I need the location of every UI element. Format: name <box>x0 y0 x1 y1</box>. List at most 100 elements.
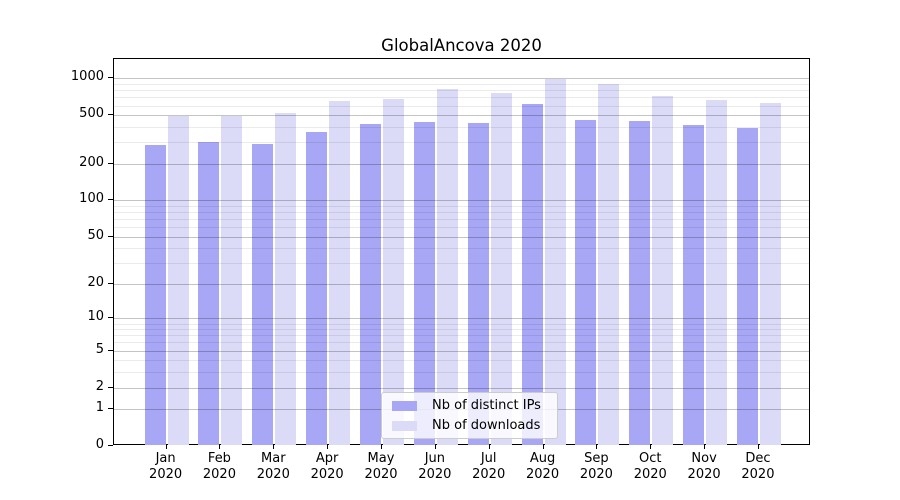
bars-layer <box>114 59 809 445</box>
y-tick-label: 100 <box>79 191 104 207</box>
x-tick-label: Nov 2020 <box>687 451 721 482</box>
bar-downloads-jun <box>436 89 458 445</box>
x-tick-mark <box>165 445 167 449</box>
bar-downloads-dec <box>759 102 781 445</box>
minor-gridline <box>114 372 809 374</box>
y-tick-label: 500 <box>79 106 104 122</box>
x-tick-label: May 2020 <box>364 451 398 482</box>
x-tick-label: Jul 2020 <box>472 451 506 482</box>
legend-swatch-downloads-icon <box>392 420 417 431</box>
y-tick-label: 10 <box>87 309 104 325</box>
legend-item-downloads: Nb of downloads <box>388 416 551 436</box>
bar-distinct-ips-jun <box>413 121 435 445</box>
x-tick-label: Feb 2020 <box>202 451 236 482</box>
legend-swatch-distinct-ips-icon <box>392 400 417 411</box>
bar-distinct-ips-jan <box>144 145 166 445</box>
minor-gridline <box>114 90 809 92</box>
y-tick-mark <box>108 445 113 446</box>
bar-downloads-jan <box>167 116 189 445</box>
minor-gridline <box>114 227 809 229</box>
bar-downloads-feb <box>221 116 243 445</box>
major-gridline <box>114 78 809 80</box>
y-tick-label: 20 <box>87 275 104 291</box>
x-tick-mark <box>650 445 652 449</box>
minor-gridline <box>114 206 809 208</box>
y-tick-mark <box>108 349 113 351</box>
x-tick-label: Mar 2020 <box>256 451 290 482</box>
bar-downloads-may <box>383 99 404 445</box>
y-tick-mark <box>108 386 113 388</box>
grid-layer <box>114 59 809 444</box>
x-tick-label: Sep 2020 <box>579 451 613 482</box>
bar-downloads-apr <box>329 100 351 445</box>
minor-gridline <box>114 323 809 325</box>
x-tick-mark <box>327 445 329 449</box>
major-gridline <box>114 200 809 202</box>
bar-distinct-ips-nov <box>683 124 705 445</box>
y-tick-label: 0 <box>95 437 104 452</box>
x-tick-mark <box>704 445 706 449</box>
x-tick-mark <box>219 445 221 449</box>
x-tick-mark <box>434 445 436 449</box>
minor-gridline <box>114 360 809 362</box>
bar-distinct-ips-dec <box>736 128 758 445</box>
x-tick-mark <box>273 445 275 449</box>
y-tick-label: 1 <box>95 400 104 416</box>
major-gridline <box>114 115 809 117</box>
minor-gridline <box>114 263 809 265</box>
legend-item-distinct-ips: Nb of distinct IPs <box>388 396 551 416</box>
x-tick-mark <box>488 445 490 449</box>
y-tick-mark <box>108 408 113 410</box>
x-tick-label: Jan 2020 <box>149 451 183 482</box>
bar-distinct-ips-oct <box>629 120 651 445</box>
minor-gridline <box>114 105 809 107</box>
bar-downloads-sep <box>598 83 620 445</box>
bar-downloads-jul <box>490 92 512 445</box>
minor-gridline <box>114 84 809 86</box>
y-tick-label: 5 <box>95 341 104 357</box>
x-tick-label: Oct 2020 <box>633 451 667 482</box>
y-tick-mark <box>108 77 113 79</box>
minor-gridline <box>114 248 809 250</box>
x-tick-mark <box>757 445 759 449</box>
y-tick-mark <box>108 317 113 319</box>
major-gridline <box>114 236 809 238</box>
y-tick-label: 200 <box>79 154 104 170</box>
bar-distinct-ips-aug <box>521 103 543 445</box>
legend-label-distinct-ips: Nb of distinct IPs <box>432 398 541 413</box>
bar-distinct-ips-jul <box>467 123 489 445</box>
bar-downloads-aug <box>544 78 566 445</box>
bar-downloads-mar <box>275 113 297 445</box>
bar-distinct-ips-sep <box>575 120 597 445</box>
bar-downloads-oct <box>652 95 674 445</box>
minor-gridline <box>114 219 809 221</box>
bar-distinct-ips-feb <box>198 142 220 445</box>
major-gridline <box>114 163 809 165</box>
minor-gridline <box>114 212 809 214</box>
x-tick-mark <box>596 445 598 449</box>
bar-distinct-ips-apr <box>306 132 328 445</box>
y-tick-label: 2 <box>95 378 104 394</box>
minor-gridline <box>114 335 809 337</box>
y-tick-mark <box>108 235 113 237</box>
x-tick-label: Aug 2020 <box>526 451 560 482</box>
legend-label-downloads: Nb of downloads <box>432 418 541 433</box>
plot-area: Nb of distinct IPs Nb of downloads <box>113 58 810 445</box>
minor-gridline <box>114 142 809 144</box>
legend: Nb of distinct IPs Nb of downloads <box>381 392 558 439</box>
minor-gridline <box>114 97 809 99</box>
y-tick-mark <box>108 283 113 285</box>
major-gridline <box>114 387 809 389</box>
y-tick-label: 50 <box>87 227 104 243</box>
x-tick-mark <box>381 445 382 449</box>
major-gridline <box>114 318 809 320</box>
x-tick-label: Dec 2020 <box>741 451 775 482</box>
x-tick-mark <box>542 445 544 449</box>
minor-gridline <box>114 342 809 344</box>
y-tick-mark <box>108 199 113 201</box>
minor-gridline <box>114 127 809 129</box>
y-tick-mark <box>108 114 113 116</box>
major-gridline <box>114 284 809 286</box>
minor-gridline <box>114 329 809 331</box>
